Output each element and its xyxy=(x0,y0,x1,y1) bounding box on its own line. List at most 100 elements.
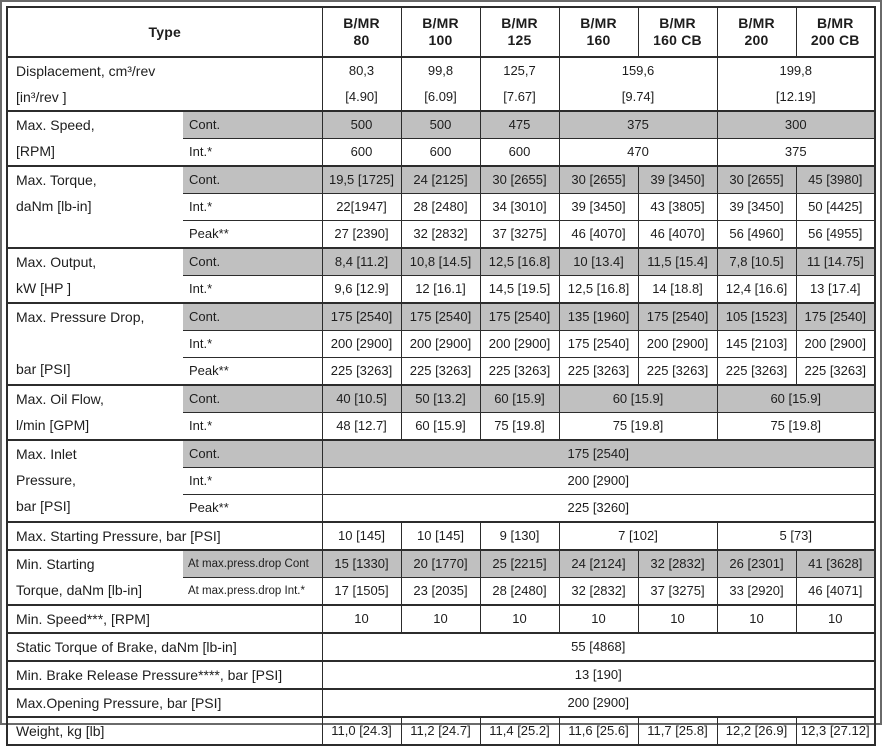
value-cell: 80,3 [4.90] xyxy=(321,56,402,112)
row-label: Min. Brake Release Pressure****, bar [PS… xyxy=(6,660,323,690)
value-cell: 10 xyxy=(400,604,481,634)
value-cell: 10 xyxy=(716,604,797,634)
value-cell: 10 [13.4] xyxy=(558,247,639,276)
value-cell: 46 [4070] xyxy=(558,220,639,249)
value-cell: 30 [2655] xyxy=(716,165,797,194)
row-torque-peak: Peak** 27 [2390] 32 [2832] 37 [3275] 46 … xyxy=(7,220,876,249)
value-cell: 225 [3263] xyxy=(795,357,876,386)
value-cell: 225 [3263] xyxy=(637,357,718,386)
value-cell: 10 xyxy=(795,604,876,634)
spec-table: Type B/MR 80 B/MR 100 B/MR 125 B/MR 160 … xyxy=(6,6,876,746)
value-cell: 375 xyxy=(558,110,718,139)
value-cell: 200 [2900] xyxy=(400,330,481,358)
row-pdrop-peak: Peak** 225 [3263] 225 [3263] 225 [3263] … xyxy=(7,357,876,386)
value-cell: 12 [16.1] xyxy=(400,275,481,304)
col-header: B/MR 100 xyxy=(400,6,481,58)
value-cell: 19,5 [1725] xyxy=(321,165,402,194)
value-cell: 500 xyxy=(400,110,481,139)
cond-label: Int.* xyxy=(183,138,323,167)
row-inlet-int: Int.* 200 [2900] xyxy=(7,467,876,495)
row-label: Max. Speed, [RPM] xyxy=(6,110,183,167)
value-cell: 25 [2215] xyxy=(479,549,560,578)
col-header: B/MR 200 CB xyxy=(795,6,876,58)
value-cell: 28 [2480] xyxy=(479,577,560,606)
value-cell: 600 xyxy=(400,138,481,167)
value-cell: 17 [1505] xyxy=(321,577,402,606)
row-inlet-cont: Max. Inlet Pressure, bar [PSI] Cont. 175… xyxy=(6,439,876,523)
value-cell: 200 [2900] xyxy=(321,688,876,718)
value-cell: 500 xyxy=(321,110,402,139)
value-cell: 200 [2900] xyxy=(321,467,876,495)
row-label: Max.Opening Pressure, bar [PSI] xyxy=(6,688,323,718)
value-cell: 225 [3263] xyxy=(716,357,797,386)
value-cell: 10 xyxy=(637,604,718,634)
value-cell: 34 [3010] xyxy=(479,193,560,221)
row-starting-pressure: Max. Starting Pressure, bar [PSI] 10 [14… xyxy=(6,521,876,551)
value-cell: 37 [3275] xyxy=(637,577,718,606)
value-cell: 200 [2900] xyxy=(637,330,718,358)
value-cell: 11,4 [25.2] xyxy=(479,716,560,746)
value-cell: 200 [2900] xyxy=(479,330,560,358)
cond-label: At max.press.drop Int.* xyxy=(183,577,323,606)
value-cell: 26 [2301] xyxy=(716,549,797,578)
row-pdrop-int: Int.* 200 [2900] 200 [2900] 200 [2900] 1… xyxy=(7,330,876,358)
value-cell: 175 [2540] xyxy=(321,302,402,331)
row-label: Max. Inlet Pressure, bar [PSI] xyxy=(6,439,183,523)
value-cell: 32 [2832] xyxy=(558,577,639,606)
value-cell: 175 [2540] xyxy=(795,302,876,331)
value-cell: 46 [4070] xyxy=(637,220,718,249)
row-opening-pressure: Max.Opening Pressure, bar [PSI] 200 [290… xyxy=(6,688,876,718)
row-label: Displacement, cm³/rev [in³/rev ] xyxy=(6,56,323,112)
row-pdrop-cont: Max. Pressure Drop, bar [PSI] Cont. 175 … xyxy=(6,302,876,386)
value-cell: 600 xyxy=(321,138,402,167)
value-cell: 200 [2900] xyxy=(321,330,402,358)
cond-label: Cont. xyxy=(183,110,323,139)
cond-label: Int.* xyxy=(183,275,323,304)
row-speed-cont: Max. Speed, [RPM] Cont. 500 500 475 375 … xyxy=(6,110,876,167)
value-cell: 175 [2540] xyxy=(400,302,481,331)
cond-label: Int.* xyxy=(183,330,323,358)
cond-label: Cont. xyxy=(183,302,323,331)
value-cell: 60 [15.9] xyxy=(400,412,481,441)
value-cell: 11 [14.75] xyxy=(795,247,876,276)
row-displacement: Displacement, cm³/rev [in³/rev ] 80,3 [4… xyxy=(6,56,876,112)
value-cell: 15 [1330] xyxy=(321,549,402,578)
col-header: B/MR 200 xyxy=(716,6,797,58)
col-header: B/MR 125 xyxy=(479,6,560,58)
cond-label: Peak** xyxy=(183,494,323,523)
value-cell: 20 [1770] xyxy=(400,549,481,578)
cond-label: Cont. xyxy=(183,165,323,194)
value-cell: 105 [1523] xyxy=(716,302,797,331)
value-cell: 13 [190] xyxy=(321,660,876,690)
value-cell: 10 xyxy=(321,604,402,634)
value-cell: 55 [4868] xyxy=(321,632,876,662)
value-cell: 225 [3263] xyxy=(321,357,402,386)
value-cell: 12,2 [26.9] xyxy=(716,716,797,746)
row-weight: Weight, kg [lb] 11,0 [24.3] 11,2 [24.7] … xyxy=(6,716,876,746)
value-cell: 30 [2655] xyxy=(479,165,560,194)
value-cell: 28 [2480] xyxy=(400,193,481,221)
value-cell: 43 [3805] xyxy=(637,193,718,221)
value-cell: 145 [2103] xyxy=(716,330,797,358)
value-cell: 7,8 [10.5] xyxy=(716,247,797,276)
row-min-speed: Min. Speed***, [RPM] 10 10 10 10 10 10 1… xyxy=(6,604,876,634)
value-cell: 32 [2832] xyxy=(400,220,481,249)
value-cell: 10,8 [14.5] xyxy=(400,247,481,276)
cond-label: Int.* xyxy=(183,467,323,495)
value-cell: 200 [2900] xyxy=(795,330,876,358)
value-cell: 23 [2035] xyxy=(400,577,481,606)
value-cell: 8,4 [11.2] xyxy=(321,247,402,276)
cond-label: Cont. xyxy=(183,247,323,276)
value-cell: 159,6 [9.74] xyxy=(558,56,718,112)
value-cell: 45 [3980] xyxy=(795,165,876,194)
value-cell: 11,7 [25.8] xyxy=(637,716,718,746)
cond-label: Peak** xyxy=(183,220,323,249)
value-cell: 600 xyxy=(479,138,560,167)
value-cell: 22[1947] xyxy=(321,193,402,221)
value-cell: 225 [3263] xyxy=(558,357,639,386)
cond-label: At max.press.drop Cont xyxy=(183,549,323,578)
value-cell: 56 [4955] xyxy=(795,220,876,249)
col-header: B/MR 160 xyxy=(558,6,639,58)
value-cell: 175 [2540] xyxy=(558,330,639,358)
row-label: Max. Output, kW [HP ] xyxy=(6,247,183,304)
